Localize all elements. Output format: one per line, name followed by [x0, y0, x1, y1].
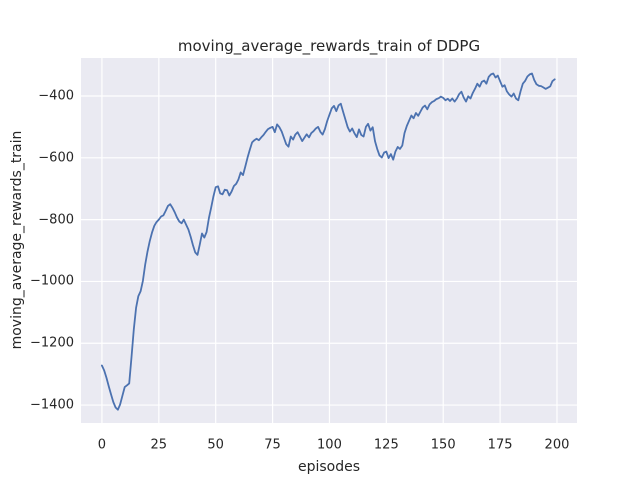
y-tick-label: −600: [38, 150, 74, 166]
x-tick-label: 125: [373, 437, 399, 453]
y-tick-label: −1200: [30, 335, 74, 351]
x-tick-label: 0: [97, 437, 107, 453]
chart-title: moving_average_rewards_train of DDPG: [177, 37, 481, 55]
x-tick-label: 100: [317, 437, 342, 453]
x-tick-label: 75: [264, 437, 281, 453]
x-axis-label: episodes: [297, 459, 361, 475]
x-tick-label: 175: [487, 437, 513, 453]
y-tick-label: −1000: [30, 273, 74, 289]
data-line: [101, 72, 556, 411]
y-tick-label: −1400: [30, 397, 74, 413]
y-tick-label: −400: [38, 88, 74, 104]
x-tick-label: 50: [207, 437, 224, 453]
x-tick-label: 25: [150, 437, 168, 453]
y-tick-label: −800: [38, 212, 74, 228]
x-tick-label: 150: [430, 437, 456, 453]
x-tick-label: 200: [544, 437, 570, 453]
